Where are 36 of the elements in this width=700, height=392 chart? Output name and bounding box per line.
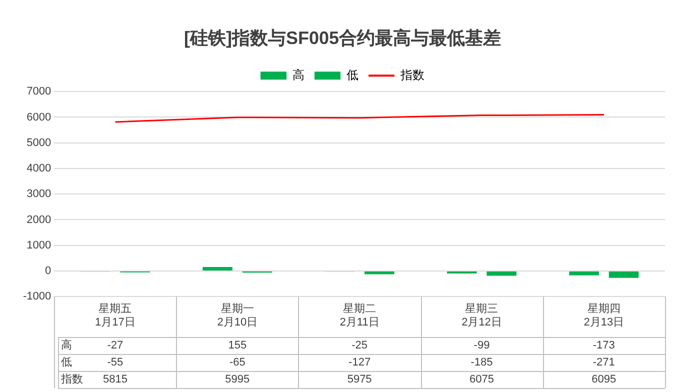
y-tick-label: 2000 xyxy=(26,214,52,226)
data-label: -173 xyxy=(592,340,615,352)
x-tick-label: 星期三 2月12日 xyxy=(462,303,502,328)
y-tick-label: 0 xyxy=(45,265,52,278)
y-tick-label: 4000 xyxy=(26,162,52,175)
y-tick-label: 7000 xyxy=(26,86,52,98)
data-label: -25 xyxy=(352,340,368,352)
data-label: 5995 xyxy=(225,374,250,386)
data-label: -99 xyxy=(474,340,490,352)
legend-label: 低 xyxy=(346,68,358,82)
y-tick-label: 6000 xyxy=(26,111,52,124)
x-tick-label: 星期五 1月17日 xyxy=(95,303,136,328)
y-tick-label: 1000 xyxy=(26,239,52,252)
data-label: -55 xyxy=(107,356,124,369)
y-tick-label: 3000 xyxy=(26,188,52,200)
text: 低 xyxy=(61,356,72,369)
text: 指数 xyxy=(61,374,83,386)
x-tick-label: 星期四 2月13日 xyxy=(584,303,624,328)
x-tick-label: 星期一 2月10日 xyxy=(217,303,258,328)
x-tick-label: 星期二 2月11日 xyxy=(340,303,380,328)
data-label: -271 xyxy=(592,356,615,369)
legend-label: 高 xyxy=(292,68,304,82)
data-label: 6095 xyxy=(592,374,616,386)
data-label: -127 xyxy=(348,356,371,369)
data-label: -185 xyxy=(470,356,493,369)
data-label: 6075 xyxy=(470,374,494,386)
data-label: 5975 xyxy=(347,374,372,386)
y-tick-label: -1000 xyxy=(22,290,52,303)
y-tick-label: 5000 xyxy=(26,136,52,149)
data-label: -65 xyxy=(229,356,246,369)
chart-title: [硅铁]指数与SF005合约最高与最低基差 xyxy=(184,28,502,48)
text: 高 xyxy=(61,340,72,352)
data-label: 5815 xyxy=(102,374,128,386)
legend-label: 指数 xyxy=(400,68,424,82)
data-label: 155 xyxy=(228,340,247,352)
data-label: -27 xyxy=(107,340,124,352)
